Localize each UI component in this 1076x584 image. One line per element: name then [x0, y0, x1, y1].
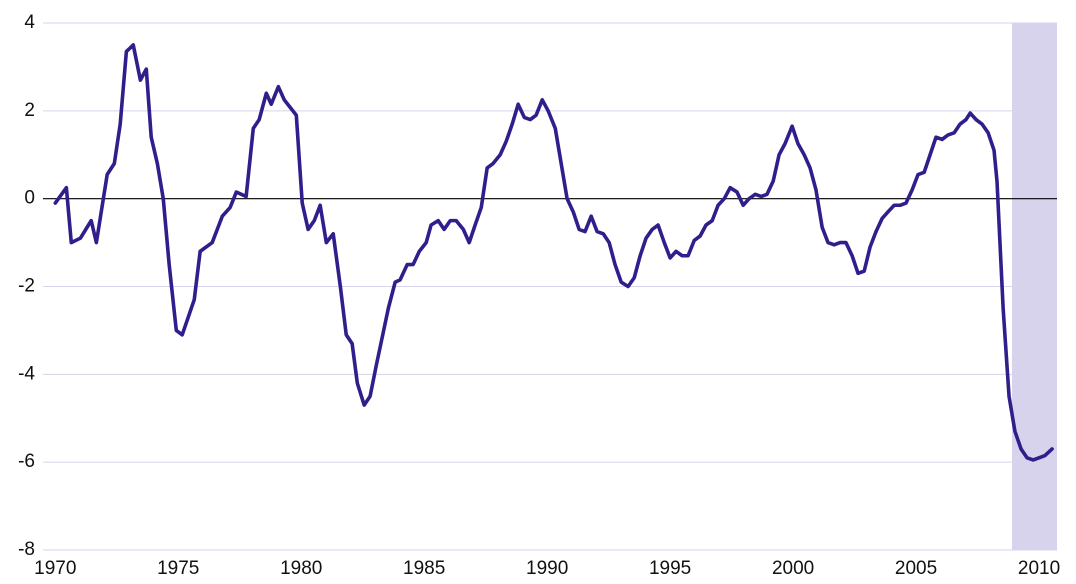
y-tick-label: -2	[18, 276, 35, 297]
y-tick-label: -6	[18, 451, 35, 472]
x-tick-label: 1995	[649, 558, 691, 579]
x-tick-label: 1980	[280, 558, 322, 579]
x-tick-label: 1990	[526, 558, 568, 579]
y-tick-label: 0	[24, 188, 35, 209]
y-tick-label: -8	[18, 539, 35, 560]
y-tick-label: 4	[24, 12, 35, 33]
x-tick-label: 2000	[772, 558, 814, 579]
y-tick-label: 2	[24, 100, 35, 121]
y-tick-label: -4	[18, 363, 35, 384]
x-tick-label: 1985	[403, 558, 445, 579]
x-tick-label: 2005	[895, 558, 937, 579]
x-tick-label: 2010	[1018, 558, 1060, 579]
x-tick-label: 1970	[34, 558, 76, 579]
x-tick-label: 1975	[157, 558, 199, 579]
data-line	[53, 43, 1054, 462]
